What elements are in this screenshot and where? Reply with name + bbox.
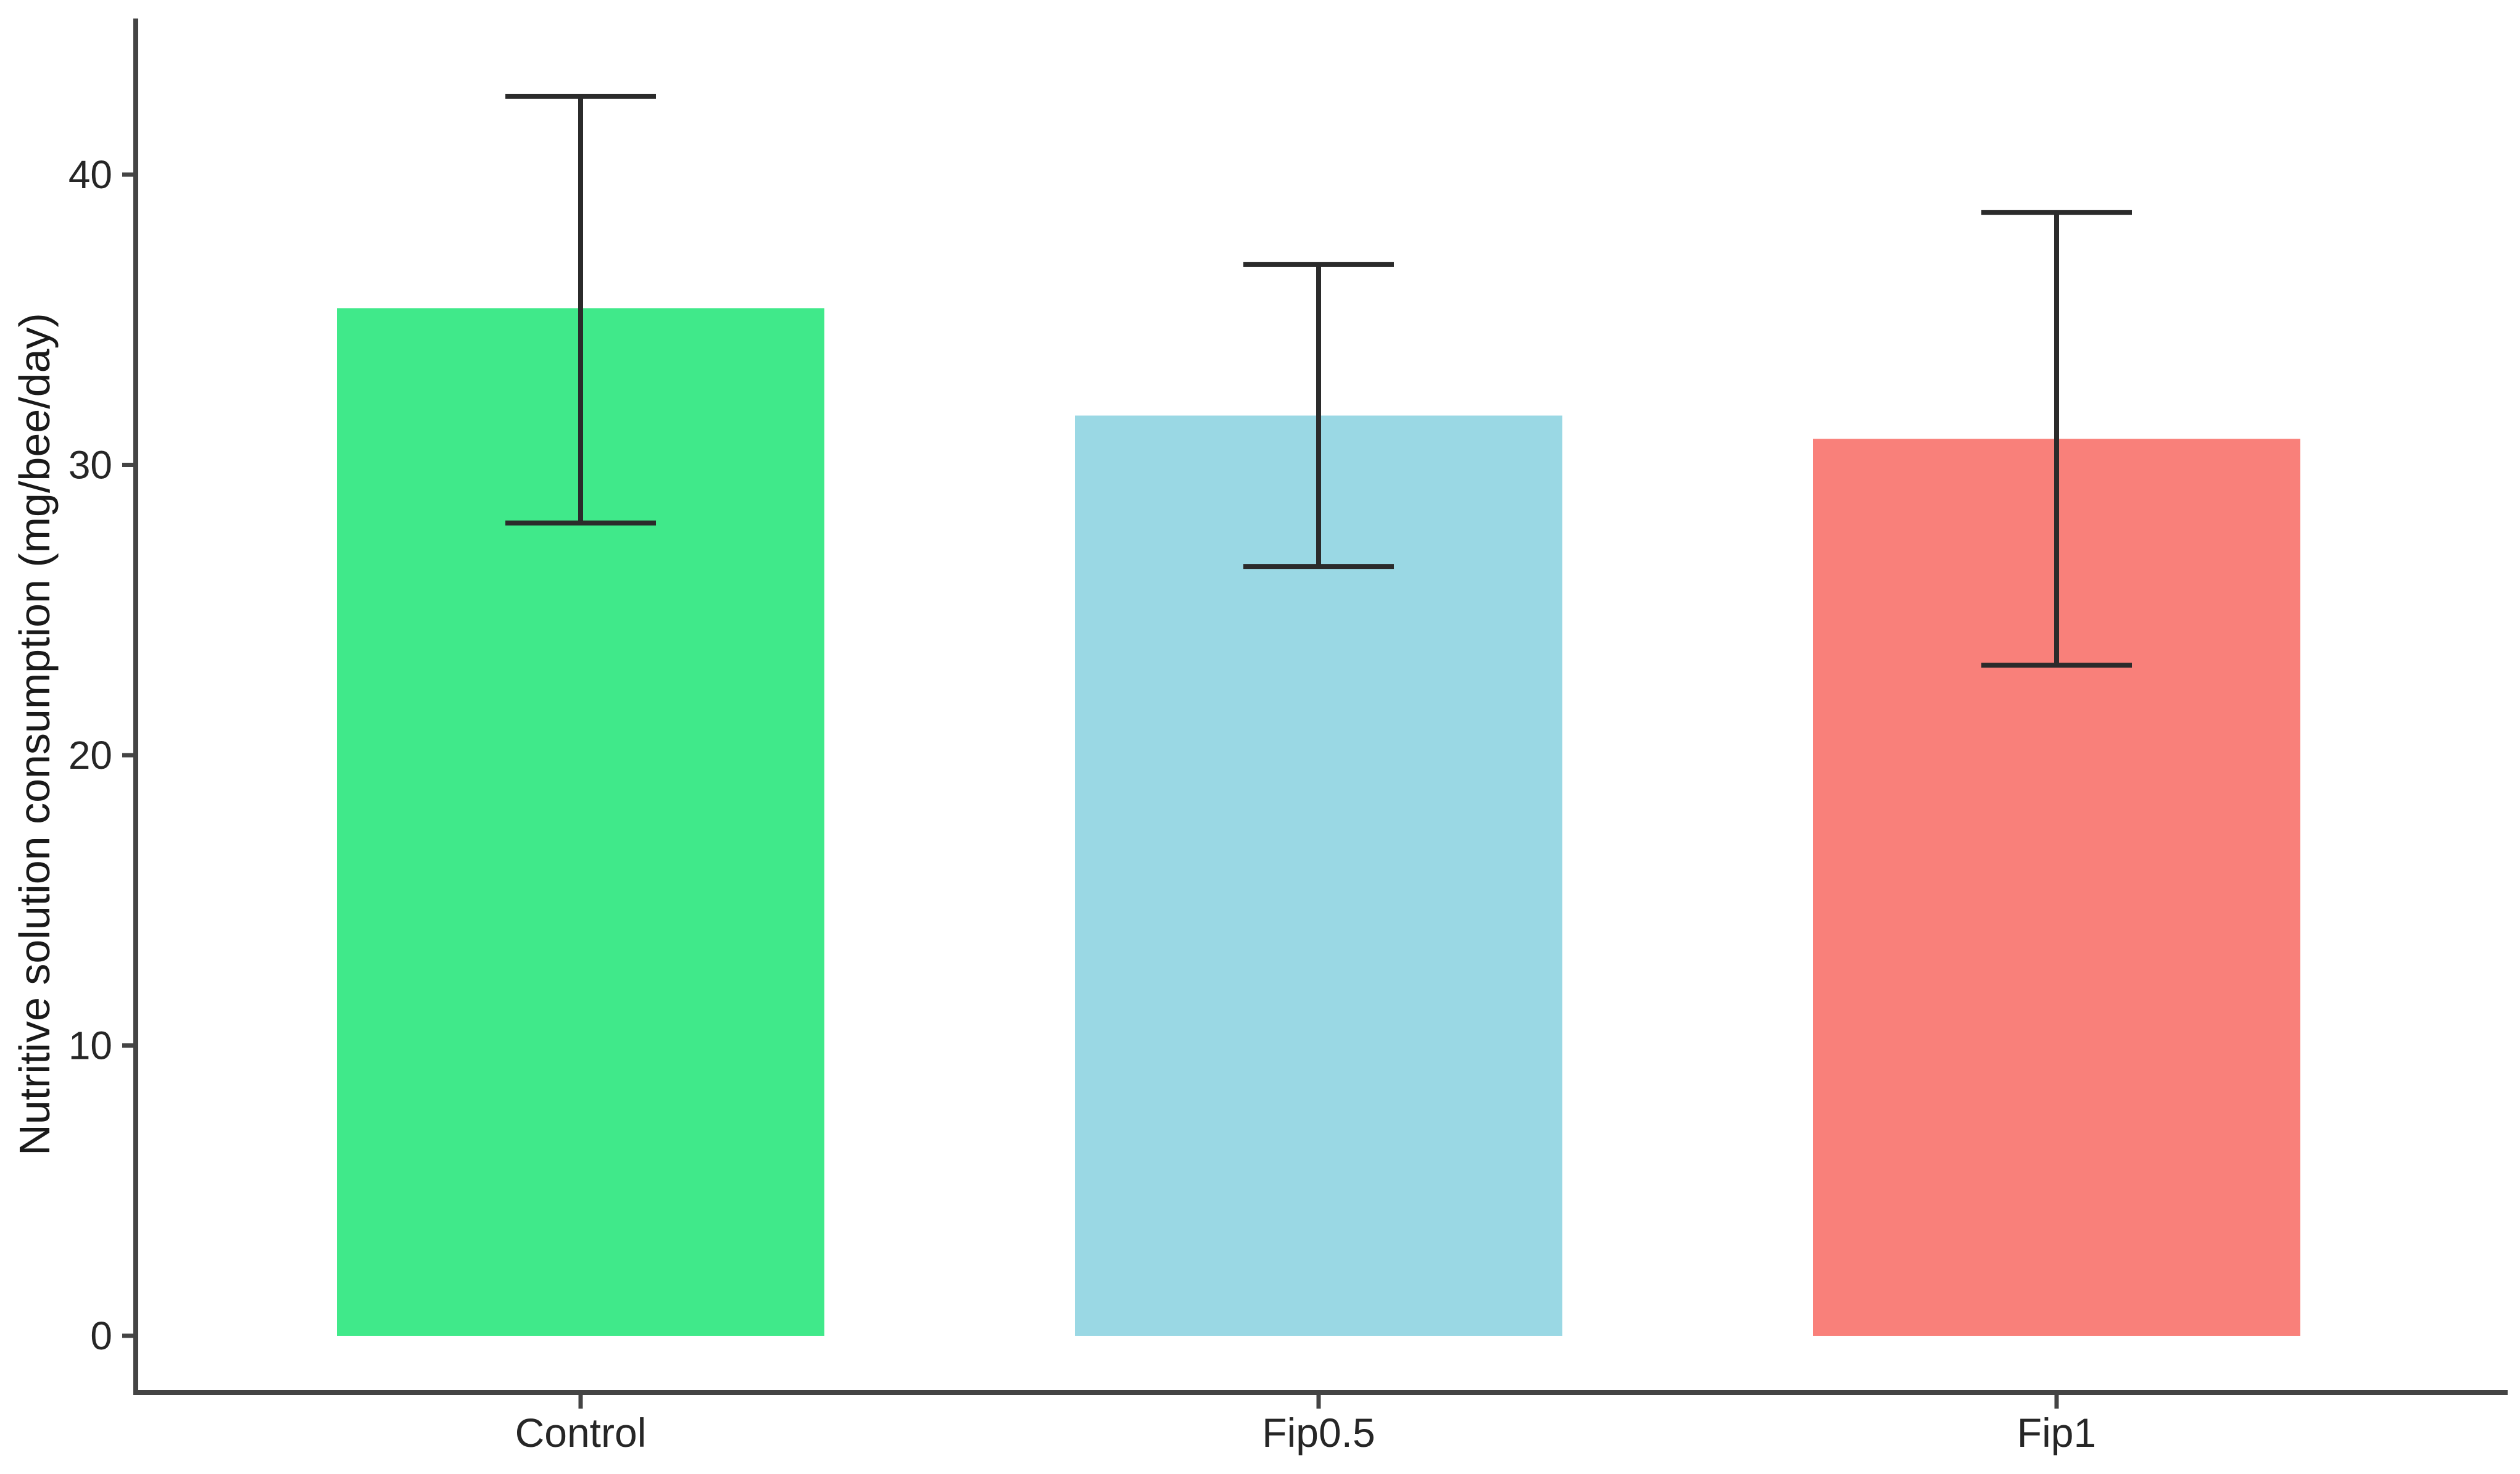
errorbar-fip0-5 <box>1243 262 1394 569</box>
x-tick-label-fip1: Fip1 <box>2017 1410 2096 1455</box>
x-tick-label-control: Control <box>515 1410 647 1455</box>
axes-layer <box>122 19 2508 1409</box>
x-tick-label-fip0-5: Fip0.5 <box>1262 1410 1375 1455</box>
errorbars-layer <box>505 93 2132 668</box>
y-tick-label-10: 10 <box>68 1024 112 1068</box>
tick-labels-layer: 0 10 20 30 40 Control Fip0.5 Fip1 <box>68 152 2096 1455</box>
errorbar-fip1 <box>1981 210 2132 668</box>
y-tick-label-30: 30 <box>68 443 112 487</box>
y-tick-label-20: 20 <box>68 733 112 777</box>
y-axis-title: Nutritive solution consumption (mg/bee/d… <box>10 313 59 1156</box>
errorbar-control <box>505 93 656 526</box>
y-tick-label-0: 0 <box>90 1314 112 1358</box>
y-tick-label-40: 40 <box>68 152 112 197</box>
